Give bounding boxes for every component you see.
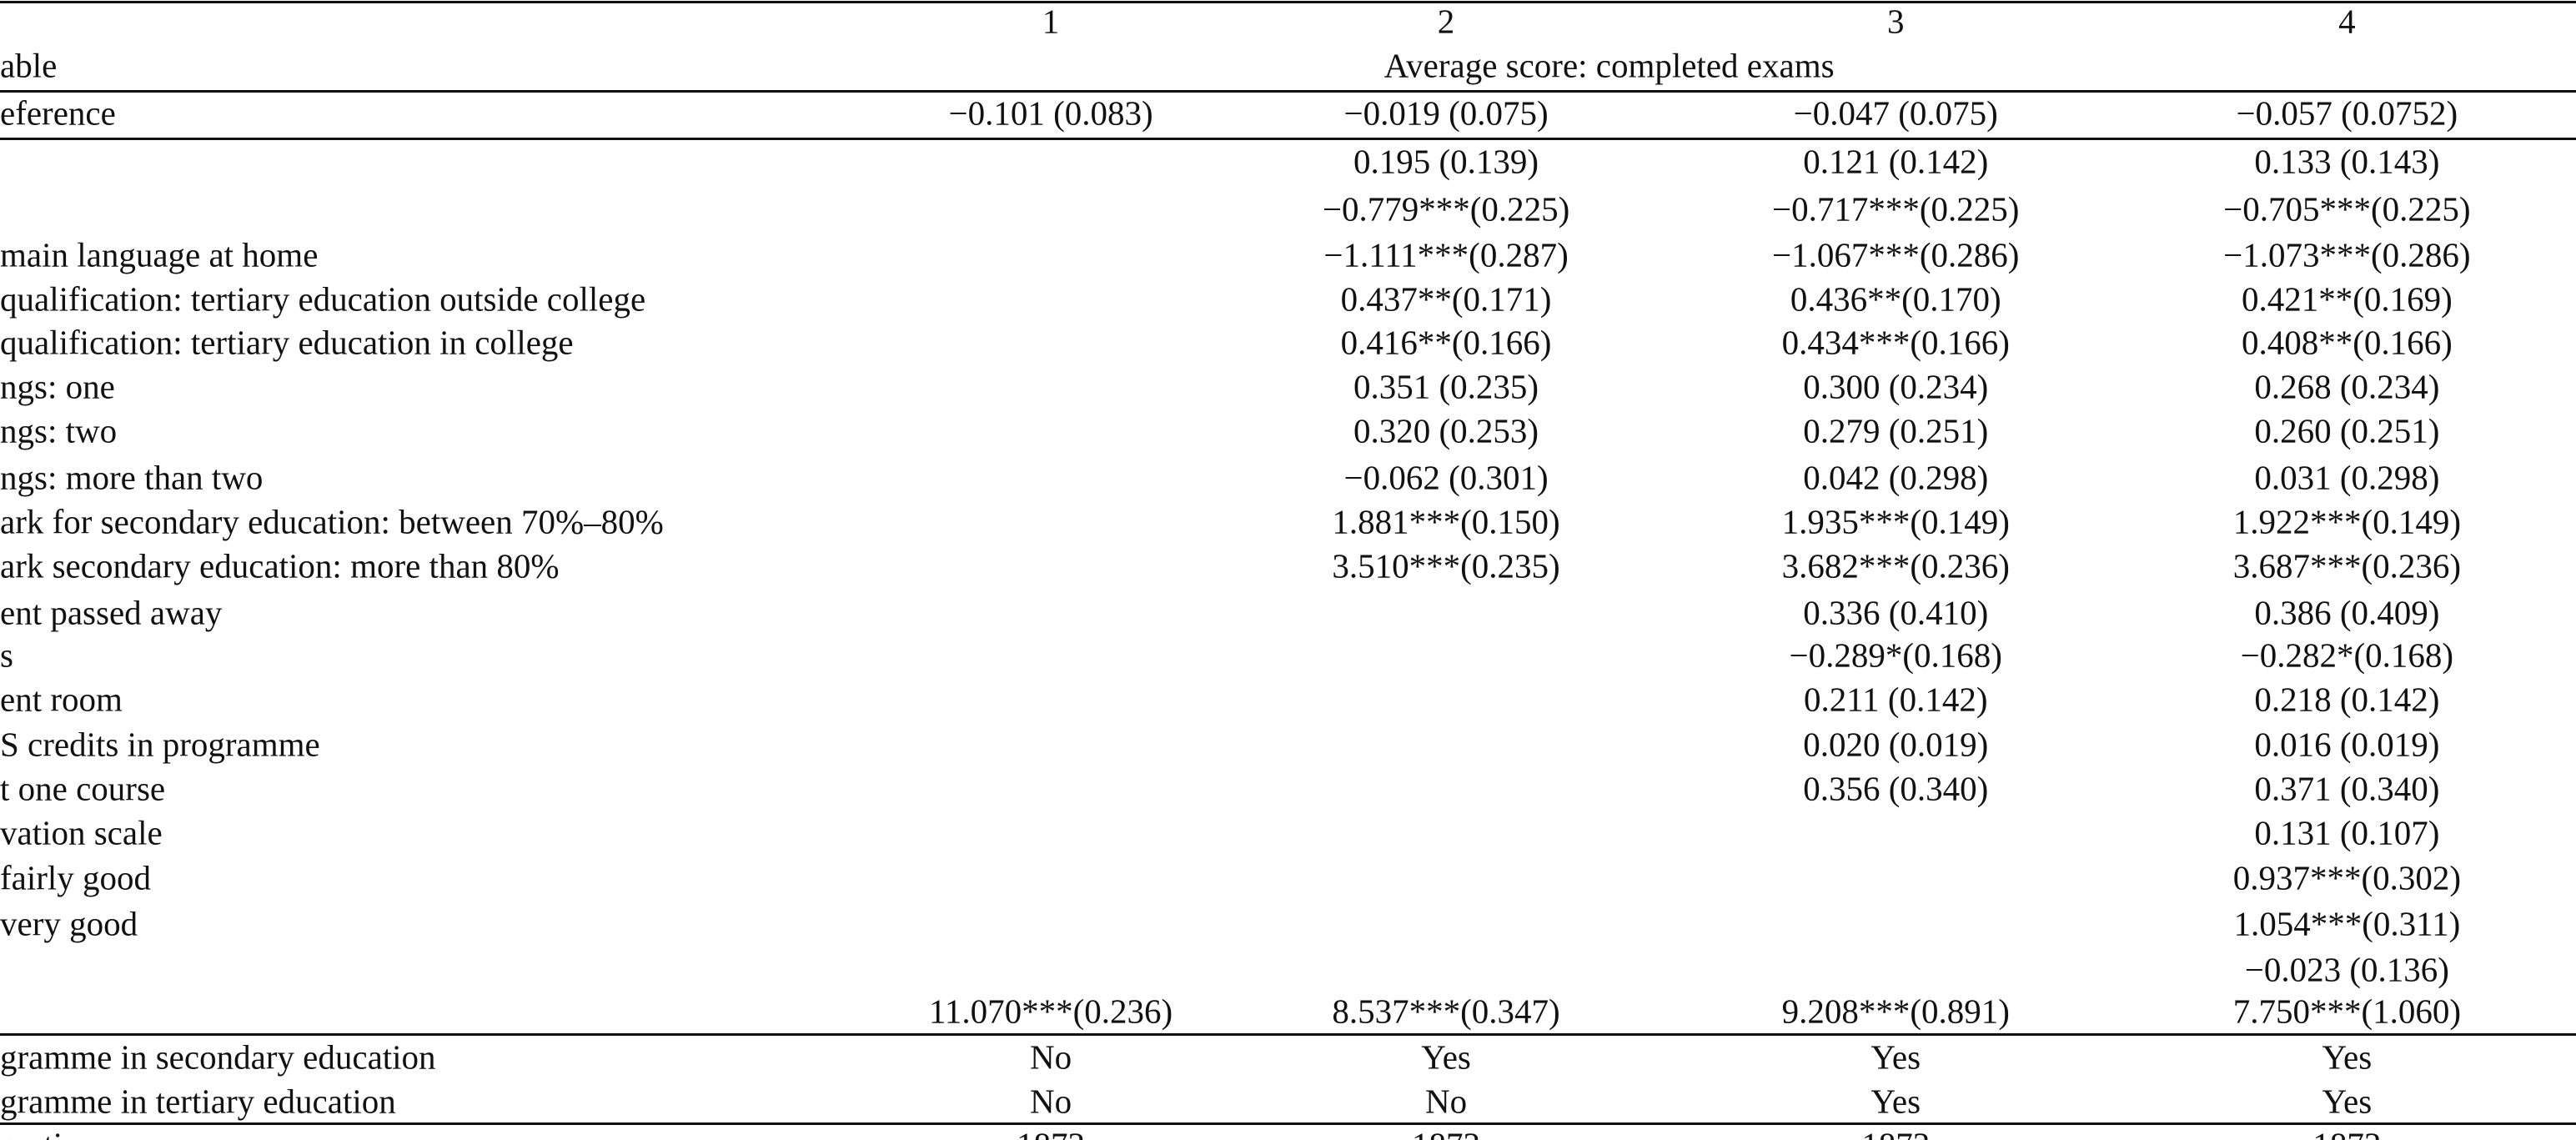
column-number: 1 (1042, 2, 1060, 41)
row-label: t one course (0, 769, 166, 808)
column-number: 2 (1437, 2, 1455, 41)
cell: 1873 (2312, 1127, 2381, 1140)
cell: 1873 (1861, 1127, 1930, 1140)
cell: 0.020 (0.019) (1803, 725, 1989, 764)
cell: 0.195 (0.139) (1353, 142, 1539, 181)
cell: −0.779***(0.225) (1322, 189, 1570, 229)
cell: Yes (1870, 1037, 1921, 1077)
row-label: qualification: tertiary education outsid… (0, 279, 646, 319)
cell: 1873 (1017, 1127, 1085, 1140)
rule (0, 1033, 2576, 1036)
rule (0, 138, 2576, 140)
cell: 0.408**(0.166) (2241, 323, 2453, 362)
row-label: fairly good (0, 858, 152, 897)
cell: −0.101 (0.083) (948, 93, 1153, 133)
cell: 7.750***(1.060) (2232, 992, 2462, 1031)
cell: 0.260 (0.251) (2254, 411, 2440, 450)
cell: −0.289*(0.168) (1789, 635, 2002, 675)
cell: 1.935***(0.149) (1781, 502, 2010, 541)
cell: −0.282*(0.168) (2240, 635, 2454, 675)
row-label: gramme in tertiary education (0, 1082, 396, 1121)
row-label: s (0, 635, 13, 675)
cell: Yes (1870, 1082, 1921, 1121)
cell: 0.042 (0.298) (1803, 458, 1989, 497)
cell: 1873 (1412, 1127, 1480, 1140)
cell: −0.023 (0.136) (2244, 950, 2449, 989)
cell: −0.047 (0.075) (1793, 93, 1998, 133)
cell: No (1029, 1082, 1072, 1121)
row-label: ngs: one (0, 367, 115, 406)
cell: 0.133 (0.143) (2254, 142, 2440, 181)
cell: 0.121 (0.142) (1803, 142, 1989, 181)
cell: 0.386 (0.409) (2254, 593, 2440, 632)
row-label: ent room (0, 680, 123, 719)
cell: 11.070***(0.236) (928, 992, 1173, 1031)
cell: 0.937***(0.302) (2232, 858, 2462, 897)
cell: No (1029, 1037, 1072, 1077)
cell: Yes (1421, 1037, 1471, 1077)
cell: Yes (2322, 1082, 2373, 1121)
cell: 0.320 (0.253) (1353, 411, 1539, 450)
row-label: rvations (0, 1127, 110, 1140)
cell: No (1424, 1082, 1468, 1121)
rule (0, 1, 2576, 3)
cell: 3.510***(0.235) (1332, 546, 1560, 585)
cell: 0.416**(0.166) (1340, 323, 1552, 362)
cell: 0.371 (0.340) (2254, 769, 2440, 808)
cell: 1.054***(0.311) (2233, 904, 2461, 943)
cell: 3.682***(0.236) (1781, 546, 2010, 585)
rule (0, 90, 2576, 93)
row-label: vation scale (0, 813, 163, 852)
column-number: 3 (1886, 2, 1905, 41)
row-label: ent passed away (0, 593, 223, 632)
cell: −1.111***(0.287) (1323, 235, 1569, 274)
cell: −0.057 (0.0752) (2236, 93, 2458, 133)
cell: 0.218 (0.142) (2254, 680, 2440, 719)
cell: 0.031 (0.298) (2254, 458, 2440, 497)
row-label: very good (0, 904, 138, 943)
cell: 0.131 (0.107) (2254, 813, 2440, 852)
row-label: main language at home (0, 235, 319, 274)
cell: 9.208***(0.891) (1781, 992, 2010, 1031)
row-label: ark for secondary education: between 70%… (0, 502, 664, 541)
cell: −0.019 (0.075) (1343, 93, 1549, 133)
cell: 0.434***(0.166) (1781, 323, 2010, 362)
cell: 0.300 (0.234) (1803, 367, 1989, 406)
cell: 0.437**(0.171) (1340, 279, 1552, 319)
row-label: ngs: more than two (0, 458, 264, 497)
cell: 0.268 (0.234) (2254, 367, 2440, 406)
cell: −1.073***(0.286) (2223, 235, 2471, 274)
variable-header: able (0, 46, 58, 85)
row-label: S credits in programme (0, 725, 320, 764)
cell: 3.687***(0.236) (2232, 546, 2462, 585)
cell: −1.067***(0.286) (1772, 235, 2020, 274)
cell: 8.537***(0.347) (1332, 992, 1560, 1031)
cell: 0.436**(0.170) (1790, 279, 2001, 319)
row-label: ark secondary education: more than 80% (0, 546, 560, 585)
cell: 1.881***(0.150) (1332, 502, 1560, 541)
dependent-header: Average score: completed exams (1383, 46, 1835, 85)
column-number: 4 (2338, 2, 2356, 41)
cell: 0.356 (0.340) (1803, 769, 1989, 808)
rule (0, 1122, 2576, 1125)
cell: 1.922***(0.149) (2232, 502, 2462, 541)
cell: 0.279 (0.251) (1803, 411, 1989, 450)
row-label: ngs: two (0, 411, 118, 450)
cell: −0.705***(0.225) (2223, 189, 2471, 229)
cell: 0.016 (0.019) (2254, 725, 2440, 764)
row-label: gramme in secondary education (0, 1037, 436, 1077)
cell: 0.336 (0.410) (1803, 593, 1989, 632)
cell: 0.421**(0.169) (2241, 279, 2453, 319)
row-label: eference (0, 93, 116, 133)
cell: −0.717***(0.225) (1772, 189, 2020, 229)
row-label: qualification: tertiary education in col… (0, 323, 574, 362)
cell: −0.062 (0.301) (1343, 458, 1549, 497)
cell: 0.351 (0.235) (1353, 367, 1539, 406)
cell: Yes (2322, 1037, 2373, 1077)
cell: 0.211 (0.142) (1803, 680, 1988, 719)
